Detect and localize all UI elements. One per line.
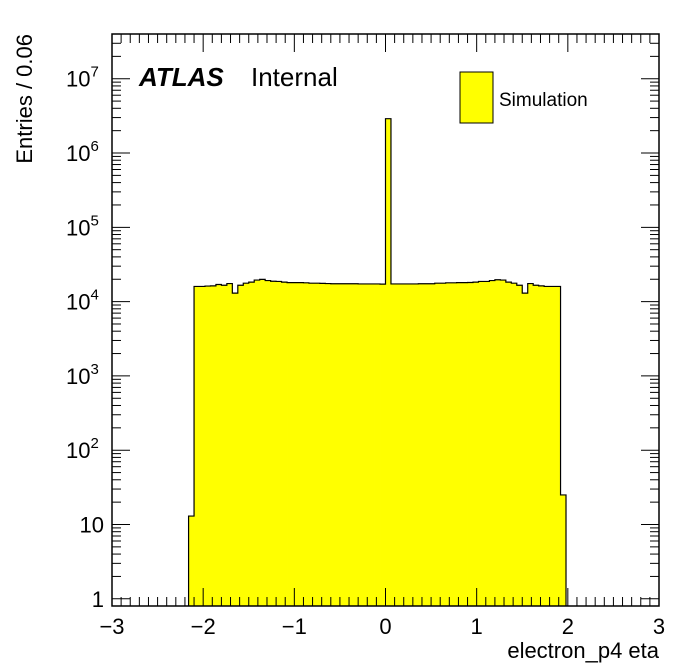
histogram-bar (265, 280, 272, 606)
histogram-bar (204, 286, 211, 606)
histogram-bar (511, 283, 518, 606)
histogram-bar (188, 516, 195, 606)
y-tick-label: 104 (66, 287, 99, 315)
y-tick-label: 10 (80, 513, 104, 538)
histogram-bar (287, 282, 293, 606)
histogram-bar (232, 293, 239, 606)
x-tick-label: −1 (282, 614, 307, 639)
histogram-bar (347, 283, 354, 606)
histogram-bar (516, 285, 523, 606)
histogram-bar (341, 283, 348, 606)
histogram-bar (243, 283, 250, 606)
x-tick-label: −3 (99, 614, 124, 639)
histogram-bar (314, 283, 321, 606)
histogram-bar (297, 282, 304, 606)
histogram-bar (390, 283, 397, 606)
histogram-bar (483, 281, 490, 606)
y-tick-label: 106 (66, 138, 99, 166)
histogram-bar (500, 280, 507, 606)
x-axis-title: electron_p4 eta (507, 638, 659, 663)
histogram-bar (259, 279, 266, 606)
histogram-bar (194, 286, 200, 606)
histogram-bar (467, 282, 474, 606)
histogram-bar (221, 285, 228, 606)
histogram-bar (473, 282, 479, 606)
histogram-bar (352, 283, 359, 606)
histogram-bar (292, 282, 299, 606)
histogram-bar (412, 283, 419, 606)
histogram-bar (478, 281, 485, 606)
histogram-bar (199, 286, 206, 606)
histogram-bar (385, 118, 392, 607)
tick-labels: −3 −2 −1 0 1 2 3 1 10 102 103 104 105 106 107 (66, 64, 665, 639)
legend-swatch (459, 71, 494, 124)
histogram-bar (462, 282, 468, 606)
histogram-bar (210, 285, 217, 606)
histogram-bar (358, 283, 365, 606)
histogram-bar (237, 285, 244, 606)
histogram-bar (330, 283, 337, 606)
histogram-bar (440, 283, 447, 606)
histogram-bar (281, 282, 288, 606)
histogram-bar (505, 282, 512, 606)
legend-label: Simulation (499, 90, 588, 111)
histogram-bar (248, 282, 255, 606)
histogram-bar (445, 282, 452, 606)
histogram-bar (374, 283, 381, 606)
histogram-bar (276, 281, 282, 606)
histogram-bar (215, 284, 222, 606)
histogram-bar (369, 283, 375, 606)
histogram-bar (407, 283, 414, 606)
histogram-bar (380, 284, 386, 606)
histogram-bar (522, 293, 529, 606)
histogram-bar (555, 286, 561, 606)
histogram-bar (456, 282, 463, 606)
x-tick-label: 0 (379, 614, 391, 639)
x-tick-label: 3 (653, 614, 665, 639)
histogram-bars (187, 118, 567, 607)
x-tick-label: −2 (191, 614, 216, 639)
histogram-bar (418, 283, 425, 606)
histogram-bar (336, 283, 343, 606)
histogram-bar (451, 282, 458, 606)
x-tick-label: 2 (562, 614, 574, 639)
histogram-bar (254, 280, 261, 606)
histogram-bar (270, 281, 277, 606)
atlas-status-label: Internal (251, 62, 338, 92)
atlas-label: ATLAS (138, 62, 224, 92)
histogram-bar (527, 283, 534, 606)
histogram-bar (549, 286, 556, 606)
y-tick-label: 105 (66, 212, 99, 240)
histogram-bar (308, 283, 315, 606)
x-tick-label: 1 (471, 614, 483, 639)
histogram-bar (560, 494, 567, 606)
histogram-bar (538, 285, 545, 606)
y-tick-label: 1 (92, 587, 104, 612)
histogram-bar (494, 279, 501, 606)
y-tick-label: 103 (66, 361, 99, 389)
histogram-bar (489, 280, 496, 606)
y-tick-label: 102 (66, 435, 99, 463)
histogram-bar (303, 282, 310, 606)
histogram-bar (396, 283, 403, 606)
histogram-bar (429, 283, 436, 606)
histogram-bar (319, 283, 326, 606)
histogram-bar (533, 285, 540, 606)
axis-ticks (111, 33, 660, 606)
histogram-bar (544, 286, 550, 606)
histogram-bar (434, 283, 441, 606)
histogram-bar (325, 283, 332, 606)
histogram-bar (423, 283, 430, 606)
histogram-bar (226, 283, 233, 606)
y-tick-label: 107 (66, 64, 99, 92)
histogram-outline (187, 118, 567, 606)
histogram-bar (401, 283, 408, 606)
histogram-bar (363, 283, 370, 606)
y-axis-title: Entries / 0.06 (12, 34, 37, 164)
